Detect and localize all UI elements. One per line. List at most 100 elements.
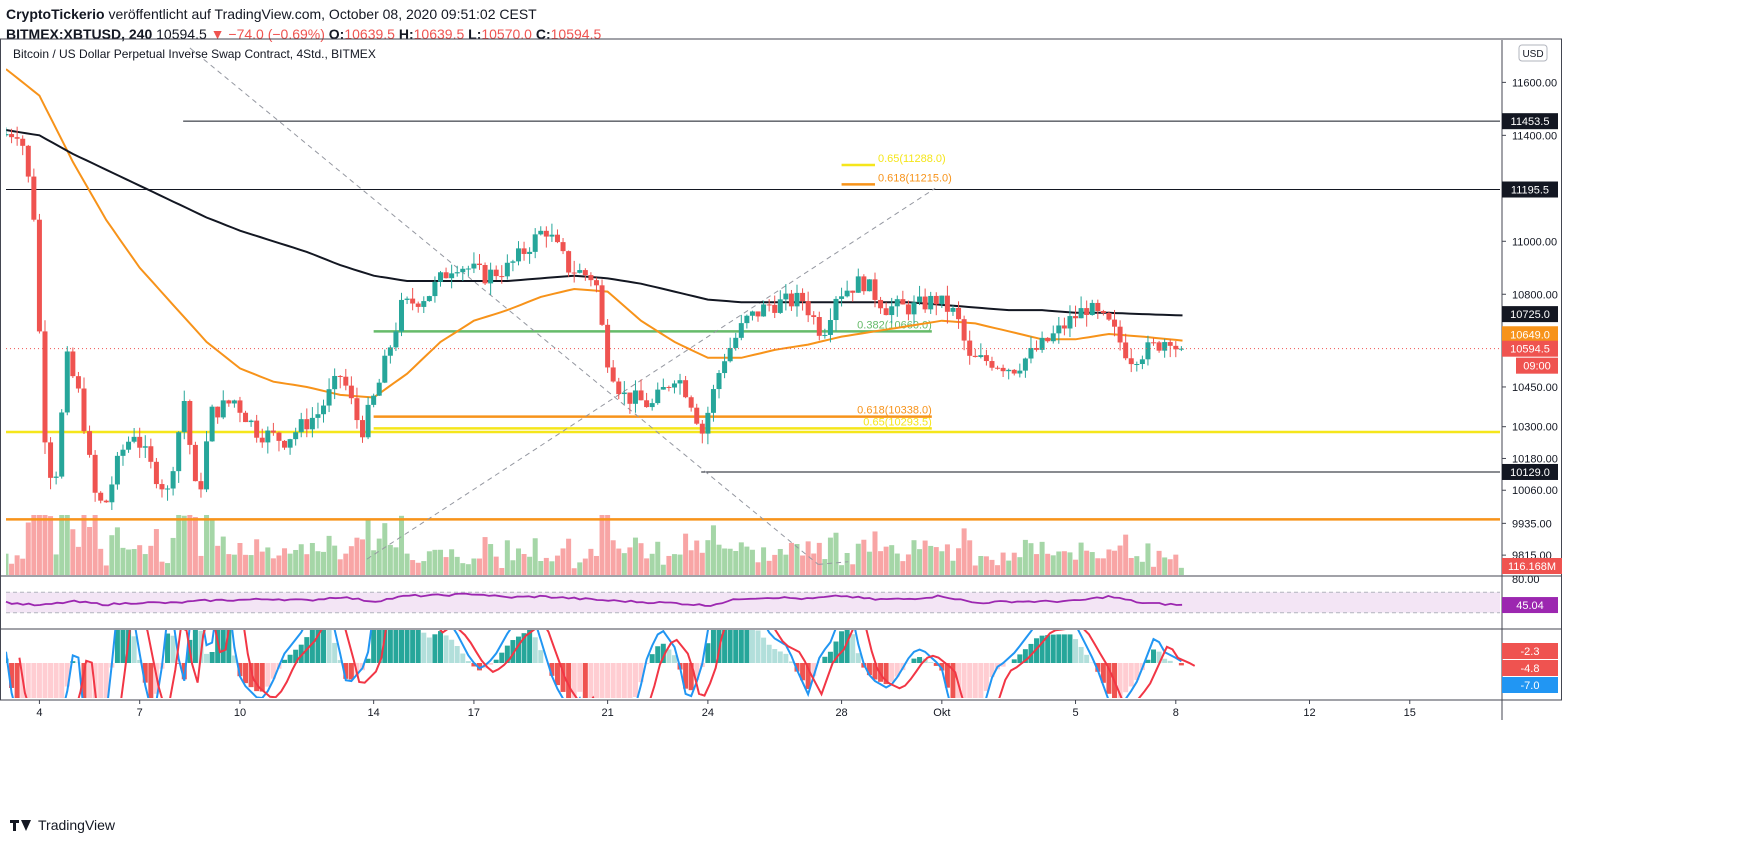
macd-histogram-bar bbox=[59, 663, 65, 698]
candle-body bbox=[270, 430, 276, 433]
hline-axis-label: 10129.0 bbox=[1510, 467, 1550, 479]
macd-histogram-bar bbox=[655, 646, 661, 663]
candle-body bbox=[153, 461, 159, 485]
volume-bar bbox=[883, 546, 889, 575]
volume-bar bbox=[1095, 558, 1101, 575]
candle-body bbox=[365, 404, 371, 438]
macd-histogram-bar bbox=[894, 663, 900, 677]
macd-histogram-bar bbox=[265, 663, 271, 687]
publish-line: CryptoTickerio veröffentlicht auf Tradin… bbox=[6, 4, 1746, 24]
footer: TradingView bbox=[10, 817, 115, 833]
macd-histogram-bar bbox=[917, 657, 923, 663]
macd-histogram-bar bbox=[31, 663, 37, 698]
macd-histogram-bar bbox=[889, 663, 895, 682]
candle-body bbox=[883, 308, 889, 316]
macd-histogram-bar bbox=[989, 663, 995, 678]
candle-body bbox=[616, 381, 622, 395]
candle-body bbox=[449, 273, 455, 279]
time-tick-label: 17 bbox=[468, 707, 480, 719]
macd-histogram-bar bbox=[254, 663, 260, 692]
volume-bar bbox=[53, 554, 59, 575]
candle-body bbox=[1112, 319, 1118, 327]
main-pane: 0.65(11288.0) 0.618(11215.0) 0.382(10660.0… bbox=[6, 47, 1500, 575]
macd-histogram-bar bbox=[616, 663, 622, 698]
macd-histogram-bar bbox=[1067, 634, 1073, 663]
volume-bar bbox=[109, 535, 115, 575]
candle-body bbox=[1084, 308, 1090, 315]
candle-body bbox=[36, 219, 42, 332]
candle-body bbox=[287, 439, 293, 448]
macd-histogram-bar bbox=[1039, 635, 1045, 663]
volume-bar bbox=[421, 561, 427, 575]
candle-body bbox=[649, 403, 655, 408]
macd-histogram-bar bbox=[956, 663, 962, 698]
macd-histogram-bar bbox=[81, 663, 87, 698]
candle-body bbox=[928, 295, 934, 310]
candle-body bbox=[1128, 358, 1134, 365]
candle-body bbox=[833, 298, 839, 321]
macd-histogram-bar bbox=[1034, 638, 1040, 663]
symbol-name[interactable]: BITMEX:XBTUSD, 240 bbox=[6, 26, 153, 42]
volume-bar bbox=[911, 540, 917, 575]
candle-body bbox=[967, 340, 973, 356]
candle-body bbox=[839, 296, 845, 299]
macd-histogram-bar bbox=[9, 663, 15, 688]
time-tick-label: 28 bbox=[835, 707, 847, 719]
macd-histogram-bar bbox=[510, 640, 516, 663]
volume-bar bbox=[978, 556, 984, 575]
fib-level-label: 0.65(10293.5) bbox=[863, 416, 932, 428]
macd-histogram-bar bbox=[1045, 635, 1051, 663]
candle-body bbox=[638, 390, 644, 401]
volume-bar bbox=[276, 555, 282, 575]
macd-histogram-bar bbox=[231, 655, 237, 663]
volume-bar bbox=[560, 548, 566, 575]
macd-histogram-bar bbox=[850, 634, 856, 663]
rsi-level-label: 80.00 bbox=[1512, 574, 1540, 586]
volume-bar bbox=[332, 545, 338, 575]
macd-value-box bbox=[1502, 660, 1558, 676]
volume-bar bbox=[660, 564, 666, 575]
fib-level-label: 0.618(10338.0) bbox=[857, 405, 932, 417]
volume-bar bbox=[1039, 541, 1045, 575]
candle-body bbox=[727, 347, 733, 362]
candle-body bbox=[1134, 364, 1140, 366]
candle-body bbox=[75, 376, 81, 389]
macd-histogram-bar bbox=[36, 663, 42, 698]
macd-histogram-bar bbox=[638, 663, 644, 683]
macd-histogram-bar bbox=[348, 663, 354, 680]
macd-histogram-bar bbox=[1106, 663, 1112, 694]
candle-body bbox=[276, 432, 282, 441]
candle-body bbox=[1017, 370, 1023, 374]
candle-body bbox=[805, 301, 811, 316]
volume-bar bbox=[120, 547, 126, 575]
candle-body bbox=[1061, 325, 1067, 329]
macd-histogram-bar bbox=[855, 653, 861, 663]
macd-histogram-bar bbox=[1078, 646, 1084, 663]
high-label: H: bbox=[398, 26, 414, 42]
volume-bar bbox=[844, 552, 850, 575]
chart-header: CryptoTickerio veröffentlicht auf Tradin… bbox=[6, 4, 1746, 44]
volume-bar bbox=[410, 560, 416, 575]
time-tick-label: 24 bbox=[702, 707, 714, 719]
footer-brand[interactable]: TradingView bbox=[38, 817, 116, 833]
volume-bar bbox=[710, 525, 716, 575]
macd-histogram-bar bbox=[688, 663, 694, 691]
volume-bar bbox=[582, 558, 588, 575]
candle-body bbox=[198, 481, 204, 490]
candle-body bbox=[1045, 337, 1051, 342]
volume-bar bbox=[103, 565, 109, 575]
candle-body bbox=[749, 311, 755, 316]
candle-body bbox=[816, 317, 822, 336]
macd-histogram-bar bbox=[978, 663, 984, 698]
macd-histogram-bar bbox=[410, 630, 416, 663]
candle-body bbox=[499, 276, 505, 278]
candle-body bbox=[922, 296, 928, 310]
macd-histogram-bar bbox=[521, 633, 527, 663]
volume-bar bbox=[393, 547, 399, 575]
volume-bar bbox=[209, 519, 215, 575]
publisher-name[interactable]: CryptoTickerio bbox=[6, 6, 105, 22]
macd-histogram-bar bbox=[538, 650, 544, 663]
volume-bar bbox=[549, 561, 555, 575]
volume-bar bbox=[1084, 550, 1090, 575]
